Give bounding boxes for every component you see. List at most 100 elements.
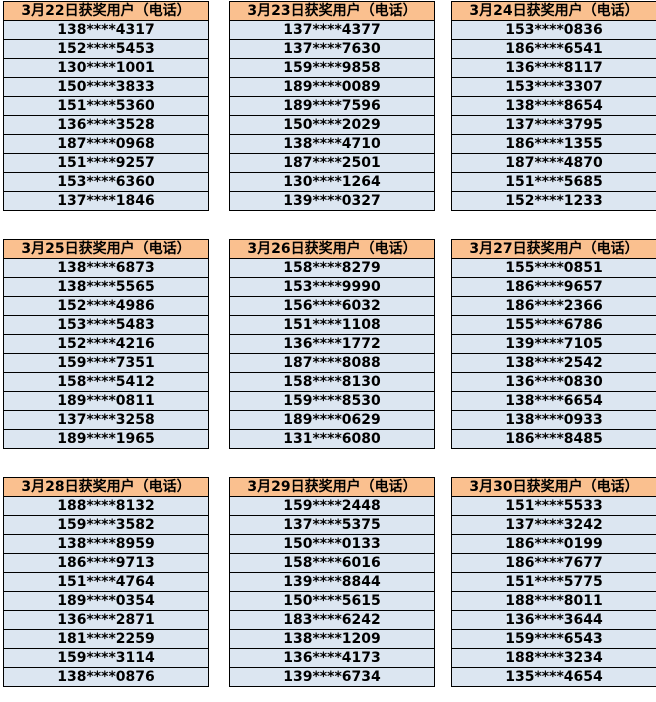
table-row: 188****8011 <box>451 591 656 611</box>
table-row: 139****0327 <box>229 191 435 211</box>
table-header-row: 3月25日获奖用户（电话） <box>3 239 209 259</box>
phone-number-cell: 159****8530 <box>229 391 435 411</box>
table-row: 136****3528 <box>3 115 209 135</box>
phone-number-cell: 135****4654 <box>451 667 656 687</box>
phone-number-cell: 186****0199 <box>451 534 656 554</box>
phone-number-cell: 153****0836 <box>451 20 656 40</box>
phone-number-cell: 136****2871 <box>3 610 209 630</box>
table-row: 139****7105 <box>451 334 656 354</box>
table-row: 151****5533 <box>451 496 656 516</box>
table-row: 151****5685 <box>451 172 656 192</box>
table-row: 159****3582 <box>3 515 209 535</box>
table-row: 151****1108 <box>229 315 435 335</box>
table-row: 137****5375 <box>229 515 435 535</box>
table-title: 3月23日获奖用户（电话） <box>229 1 435 21</box>
phone-number-cell: 137****3795 <box>451 115 656 135</box>
table-row: 189****0354 <box>3 591 209 611</box>
table-title: 3月29日获奖用户（电话） <box>229 477 435 497</box>
table-row: 151****5360 <box>3 96 209 116</box>
table-row: 152****1233 <box>451 191 656 211</box>
winners-table: 3月25日获奖用户（电话） 138****6873 138****5565 152**… <box>3 239 209 449</box>
phone-number-cell: 137****5375 <box>229 515 435 535</box>
phone-number-cell: 151****4764 <box>3 572 209 592</box>
table-row: 136****2871 <box>3 610 209 630</box>
table-row: 181****2259 <box>3 629 209 649</box>
phone-number-cell: 151****1108 <box>229 315 435 335</box>
phone-number-cell: 151****5533 <box>451 496 656 516</box>
table-row: 158****8130 <box>229 372 435 392</box>
table-row: 151****4764 <box>3 572 209 592</box>
table-row: 138****5565 <box>3 277 209 297</box>
phone-number-cell: 139****7105 <box>451 334 656 354</box>
table-row: 189****0811 <box>3 391 209 411</box>
phone-number-cell: 186****1355 <box>451 134 656 154</box>
table-row: 138****8959 <box>3 534 209 554</box>
phone-number-cell: 130****1264 <box>229 172 435 192</box>
phone-number-cell: 186****9713 <box>3 553 209 573</box>
table-row: 150****3833 <box>3 77 209 97</box>
phone-number-cell: 150****3833 <box>3 77 209 97</box>
table-row: 138****4317 <box>3 20 209 40</box>
table-row: 130****1001 <box>3 58 209 78</box>
phone-number-cell: 150****0133 <box>229 534 435 554</box>
phone-number-cell: 183****6242 <box>229 610 435 630</box>
phone-number-cell: 150****5615 <box>229 591 435 611</box>
table-row: 186****7677 <box>451 553 656 573</box>
phone-number-cell: 153****6360 <box>3 172 209 192</box>
phone-number-cell: 158****6016 <box>229 553 435 573</box>
table-row: 137****3242 <box>451 515 656 535</box>
phone-number-cell: 137****7630 <box>229 39 435 59</box>
table-row: 137****3795 <box>451 115 656 135</box>
phone-number-cell: 136****0830 <box>451 372 656 392</box>
table-row: 159****6543 <box>451 629 656 649</box>
phone-number-cell: 155****0851 <box>451 258 656 278</box>
table-row: 131****6080 <box>229 429 435 449</box>
phone-number-cell: 159****3114 <box>3 648 209 668</box>
phone-number-cell: 130****1001 <box>3 58 209 78</box>
table-header-row: 3月22日获奖用户（电话） <box>3 1 209 21</box>
winners-table: 3月24日获奖用户（电话） 153****0836 186****6541 136**… <box>451 1 656 211</box>
phone-number-cell: 151****9257 <box>3 153 209 173</box>
table-row: 159****3114 <box>3 648 209 668</box>
table-header-row: 3月26日获奖用户（电话） <box>229 239 435 259</box>
phone-number-cell: 158****5412 <box>3 372 209 392</box>
phone-number-cell: 138****4710 <box>229 134 435 154</box>
table-row: 186****9657 <box>451 277 656 297</box>
table-row: 153****9990 <box>229 277 435 297</box>
winners-table: 3月30日获奖用户（电话） 151****5533 137****3242 186**… <box>451 477 656 687</box>
table-row: 187****8088 <box>229 353 435 373</box>
phone-number-cell: 137****1846 <box>3 191 209 211</box>
table-row: 159****2448 <box>229 496 435 516</box>
phone-number-cell: 188****8011 <box>451 591 656 611</box>
phone-number-cell: 138****0933 <box>451 410 656 430</box>
phone-number-cell: 137****3242 <box>451 515 656 535</box>
phone-number-cell: 158****8130 <box>229 372 435 392</box>
table-row: 152****4216 <box>3 334 209 354</box>
table-row: 186****2366 <box>451 296 656 316</box>
table-row: 155****6786 <box>451 315 656 335</box>
phone-number-cell: 159****2448 <box>229 496 435 516</box>
table-row: 153****3307 <box>451 77 656 97</box>
table-title: 3月22日获奖用户（电话） <box>3 1 209 21</box>
table-row: 189****0629 <box>229 410 435 430</box>
phone-number-cell: 189****0811 <box>3 391 209 411</box>
phone-number-cell: 131****6080 <box>229 429 435 449</box>
phone-number-cell: 187****8088 <box>229 353 435 373</box>
table-row: 159****7351 <box>3 353 209 373</box>
table-row: 139****6734 <box>229 667 435 687</box>
phone-number-cell: 138****8959 <box>3 534 209 554</box>
phone-number-cell: 159****7351 <box>3 353 209 373</box>
phone-number-cell: 138****6873 <box>3 258 209 278</box>
table-row: 189****0089 <box>229 77 435 97</box>
phone-number-cell: 139****8844 <box>229 572 435 592</box>
phone-number-cell: 151****5360 <box>3 96 209 116</box>
table-row: 136****3644 <box>451 610 656 630</box>
table-row: 152****4986 <box>3 296 209 316</box>
table-row: 137****7630 <box>229 39 435 59</box>
phone-number-cell: 137****3258 <box>3 410 209 430</box>
phone-number-cell: 136****1772 <box>229 334 435 354</box>
winners-table: 3月22日获奖用户（电话） 138****4317 152****5453 130**… <box>3 1 209 211</box>
phone-number-cell: 159****6543 <box>451 629 656 649</box>
table-row: 159****9858 <box>229 58 435 78</box>
phone-number-cell: 138****2542 <box>451 353 656 373</box>
